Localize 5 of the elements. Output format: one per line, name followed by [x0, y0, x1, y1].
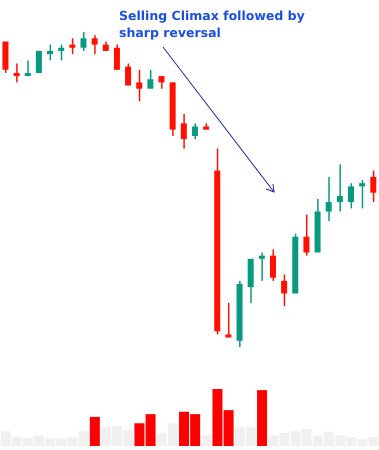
bar	[201, 435, 212, 446]
candlestick	[225, 302, 232, 338]
bar	[90, 416, 100, 446]
annotation: Selling Climax followed by sharp reversal	[119, 7, 306, 41]
bar	[257, 390, 268, 446]
